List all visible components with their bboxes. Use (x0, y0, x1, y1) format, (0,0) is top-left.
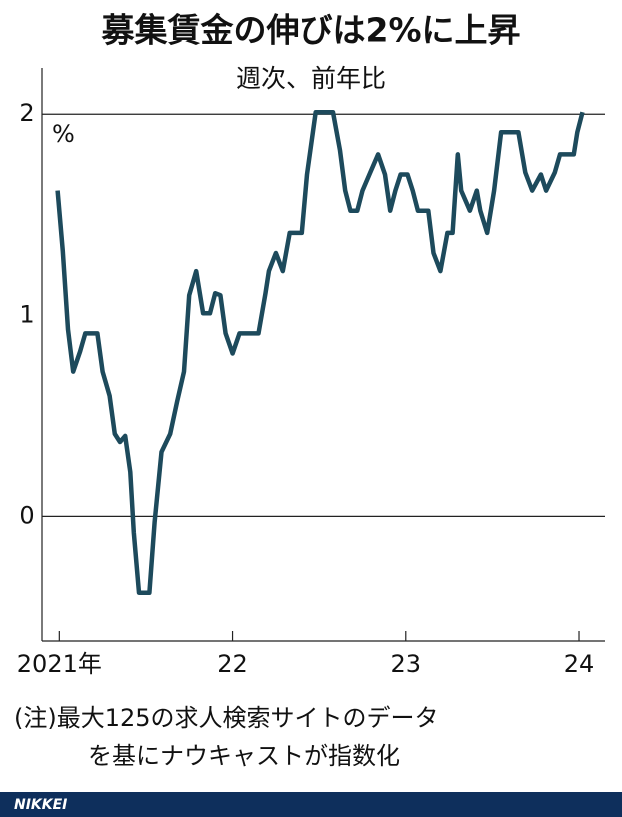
note-line: を基にナウキャストが指数化 (88, 742, 400, 770)
chart-title: 募集賃金の伸びは2%に上昇 (100, 11, 520, 50)
y-tick-label: 0 (19, 501, 34, 529)
x-tick-label: 2021年 (17, 650, 102, 678)
y-tick-label: 1 (19, 300, 34, 328)
y-tick-label: 2 (19, 99, 34, 127)
x-tick-label: 22 (217, 650, 248, 678)
source: NIKKEI (14, 797, 67, 813)
x-tick-label: 23 (391, 650, 422, 678)
data-line (55, 109, 585, 595)
y-unit: % (52, 120, 75, 148)
x-tick-label: 24 (564, 650, 595, 678)
footer-bar (0, 792, 622, 817)
note-line: (注)最大125の求人検索サイトのデータ (14, 704, 439, 732)
chart-subtitle: 週次、前年比 (236, 64, 386, 93)
